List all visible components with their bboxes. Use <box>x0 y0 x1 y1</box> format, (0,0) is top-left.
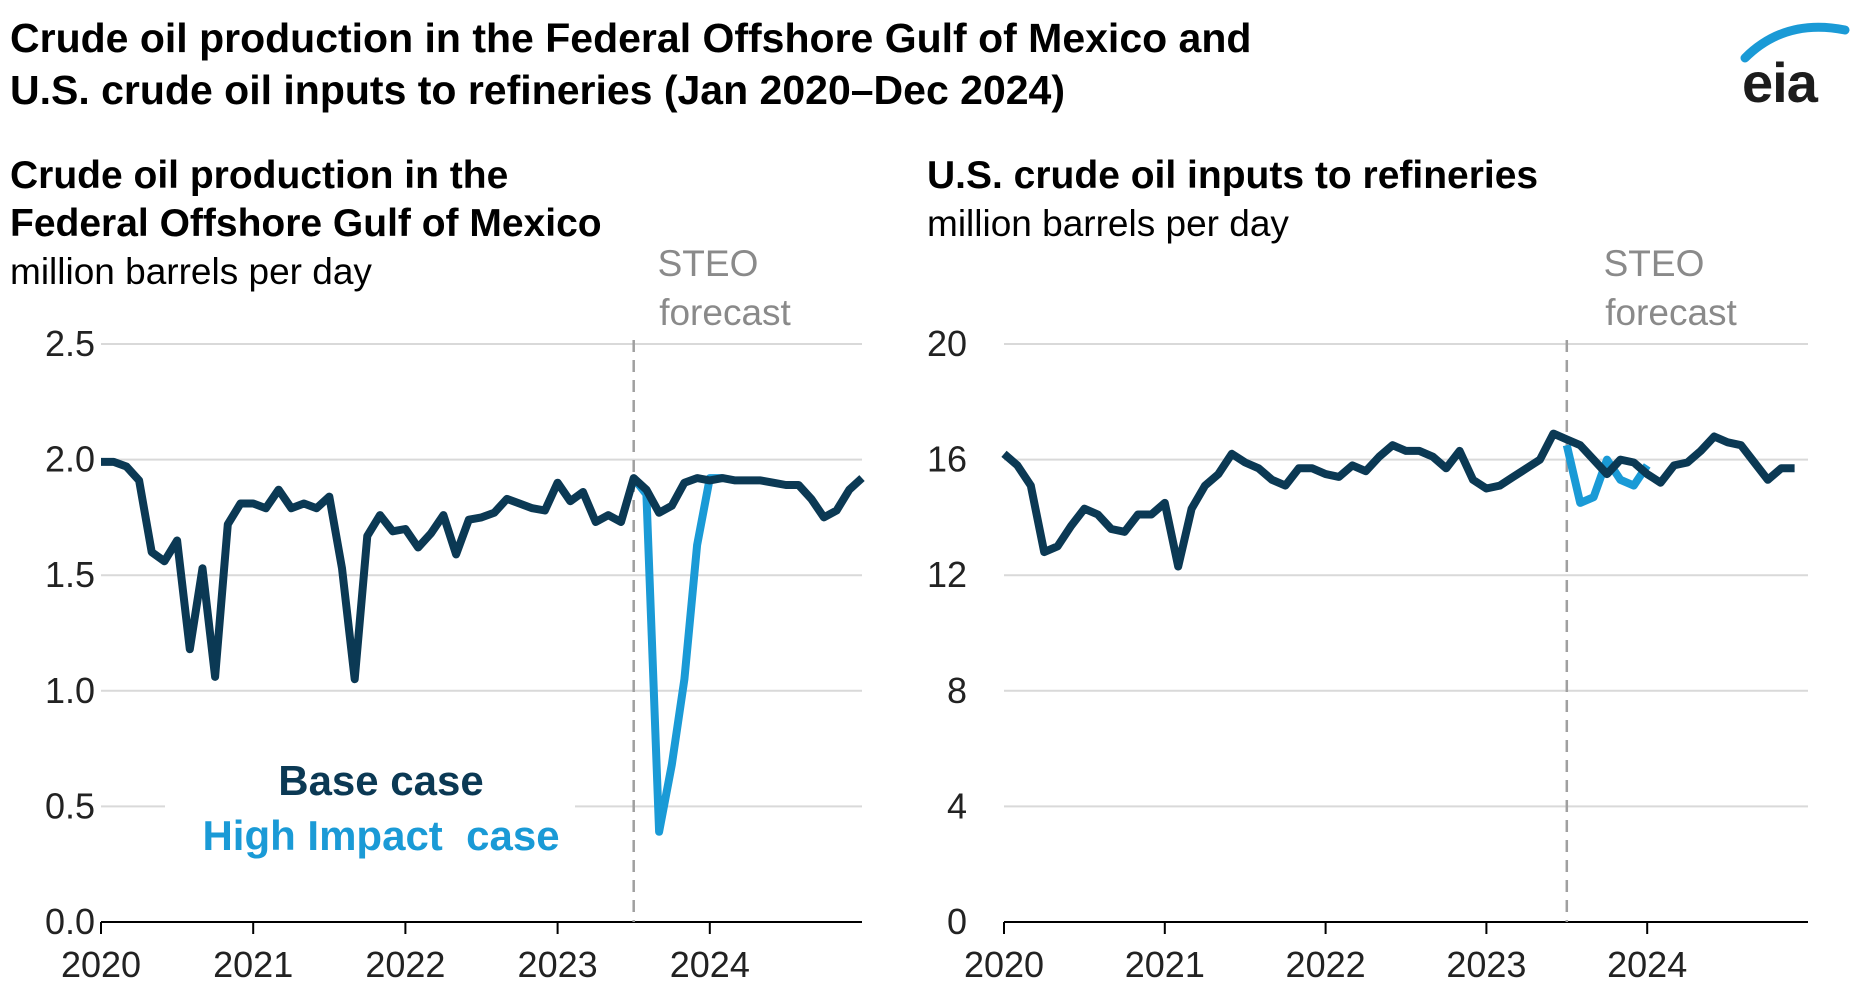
right-y-tick-label: 0 <box>947 901 967 942</box>
left-y-tick-label: 1.5 <box>45 554 95 595</box>
left-panel-unit: million barrels per day <box>10 251 372 292</box>
right-forecast-label-line2: forecast <box>1605 292 1737 333</box>
left-y-tick-label: 0.0 <box>45 901 95 942</box>
left-series-high-line <box>630 474 723 836</box>
right-x-tick-label: 2023 <box>1446 944 1526 985</box>
left-panel-title: Crude oil production in the Federal Offs… <box>10 152 602 248</box>
left-forecast-label-line1: STEO <box>658 243 759 284</box>
right-x-tick-label: 2024 <box>1607 944 1687 985</box>
chart-title-line2: U.S. crude oil inputs to refineries (Jan… <box>10 67 1066 113</box>
left-x-tick-label: 2021 <box>213 944 293 985</box>
left-x-tick-label: 2022 <box>365 944 445 985</box>
chart-title: Crude oil production in the Federal Offs… <box>10 12 1251 116</box>
left-y-tick-label: 2.5 <box>45 323 95 364</box>
right-panel-unit: million barrels per day <box>927 203 1289 244</box>
eia-logo-arc-icon <box>1740 22 1850 63</box>
left-x-tick-label: 2023 <box>518 944 598 985</box>
chart-title-line1: Crude oil production in the Federal Offs… <box>10 15 1252 61</box>
left-panel-title-line2: Federal Offshore Gulf of Mexico <box>10 202 602 245</box>
left-chart: 0.0 0.5 1.0 1.5 2.0 2.5 2020 2021 2022 2023 2024 ST… <box>45 243 865 985</box>
left-series-base-line <box>101 457 865 684</box>
right-series-high-line <box>1562 444 1651 507</box>
eia-logo-text: eia <box>1742 51 1818 114</box>
left-x-tick-label: 2024 <box>670 944 750 985</box>
right-forecast-label-line1: STEO <box>1604 243 1705 284</box>
right-panel-title: U.S. crude oil inputs to refineries <box>927 154 1539 197</box>
right-x-tick-label: 2022 <box>1286 944 1366 985</box>
left-y-tick-label: 2.0 <box>45 439 95 480</box>
right-y-tick-label: 16 <box>927 439 967 480</box>
legend-base-case: Base case <box>278 757 484 804</box>
right-y-tick-label: 20 <box>927 323 967 364</box>
left-x-tick-label: 2020 <box>61 944 141 985</box>
right-x-tick-label: 2020 <box>964 944 1044 985</box>
right-x-tick-label: 2021 <box>1125 944 1205 985</box>
right-y-tick-label: 8 <box>947 670 967 711</box>
left-y-tick-label: 0.5 <box>45 785 95 826</box>
left-y-tick-label: 1.0 <box>45 670 95 711</box>
right-y-tick-label: 12 <box>927 554 967 595</box>
left-forecast-label-line2: forecast <box>659 292 791 333</box>
right-series-base-line <box>1001 429 1795 571</box>
left-panel-title-line1: Crude oil production in the <box>10 154 509 197</box>
legend-high-impact-case: High Impact case <box>202 812 559 859</box>
legend-background <box>165 752 575 862</box>
right-y-tick-label: 4 <box>947 785 967 826</box>
